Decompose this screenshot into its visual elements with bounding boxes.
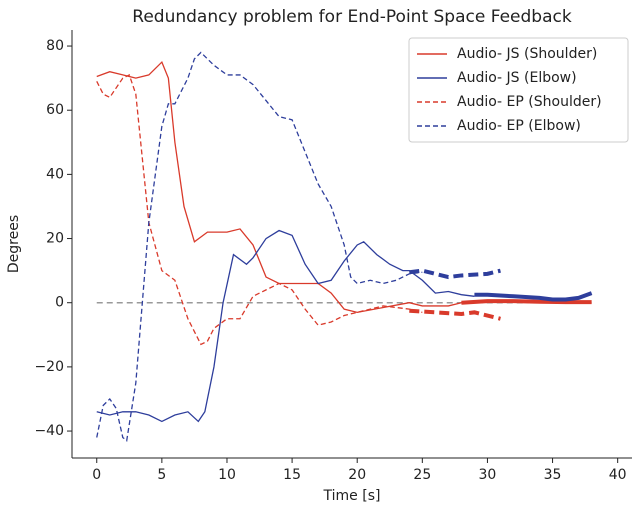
y-axis-label: Degrees <box>6 215 22 273</box>
x-tick-label: 5 <box>157 467 166 483</box>
x-tick-label: 30 <box>479 467 497 483</box>
y-tick-label: 20 <box>46 231 64 247</box>
series-line <box>96 74 423 346</box>
y-tick-label: 0 <box>55 295 64 311</box>
chart-title: Redundancy problem for End-Point Space F… <box>132 7 572 27</box>
x-tick-label: 10 <box>218 467 236 483</box>
y-tick-label: 60 <box>46 102 64 118</box>
y-tick-label: 40 <box>46 166 64 182</box>
x-tick-label: 0 <box>92 467 101 483</box>
legend-label: Audio- JS (Elbow) <box>457 70 577 86</box>
series-line <box>96 229 475 423</box>
x-tick-label: 20 <box>348 467 366 483</box>
x-axis-label: Time [s] <box>323 488 381 504</box>
series-line <box>461 299 592 305</box>
legend-label: Audio- JS (Shoulder) <box>457 46 597 62</box>
x-tick-label: 40 <box>609 467 627 483</box>
legend-box <box>408 37 629 143</box>
series-line <box>96 60 475 314</box>
x-tick-label: 35 <box>544 467 562 483</box>
y-tick-label: −20 <box>34 359 64 375</box>
series-line <box>96 51 423 442</box>
legend-label: Audio- EP (Elbow) <box>457 118 581 134</box>
series-line <box>474 291 593 302</box>
series-line <box>409 308 501 321</box>
y-tick-label: 80 <box>46 38 64 54</box>
x-tick-label: 25 <box>413 467 431 483</box>
x-tick-label: 15 <box>283 467 301 483</box>
y-tick-label: −40 <box>34 423 64 439</box>
legend-label: Audio- EP (Shoulder) <box>457 94 602 110</box>
series-line <box>409 268 501 280</box>
